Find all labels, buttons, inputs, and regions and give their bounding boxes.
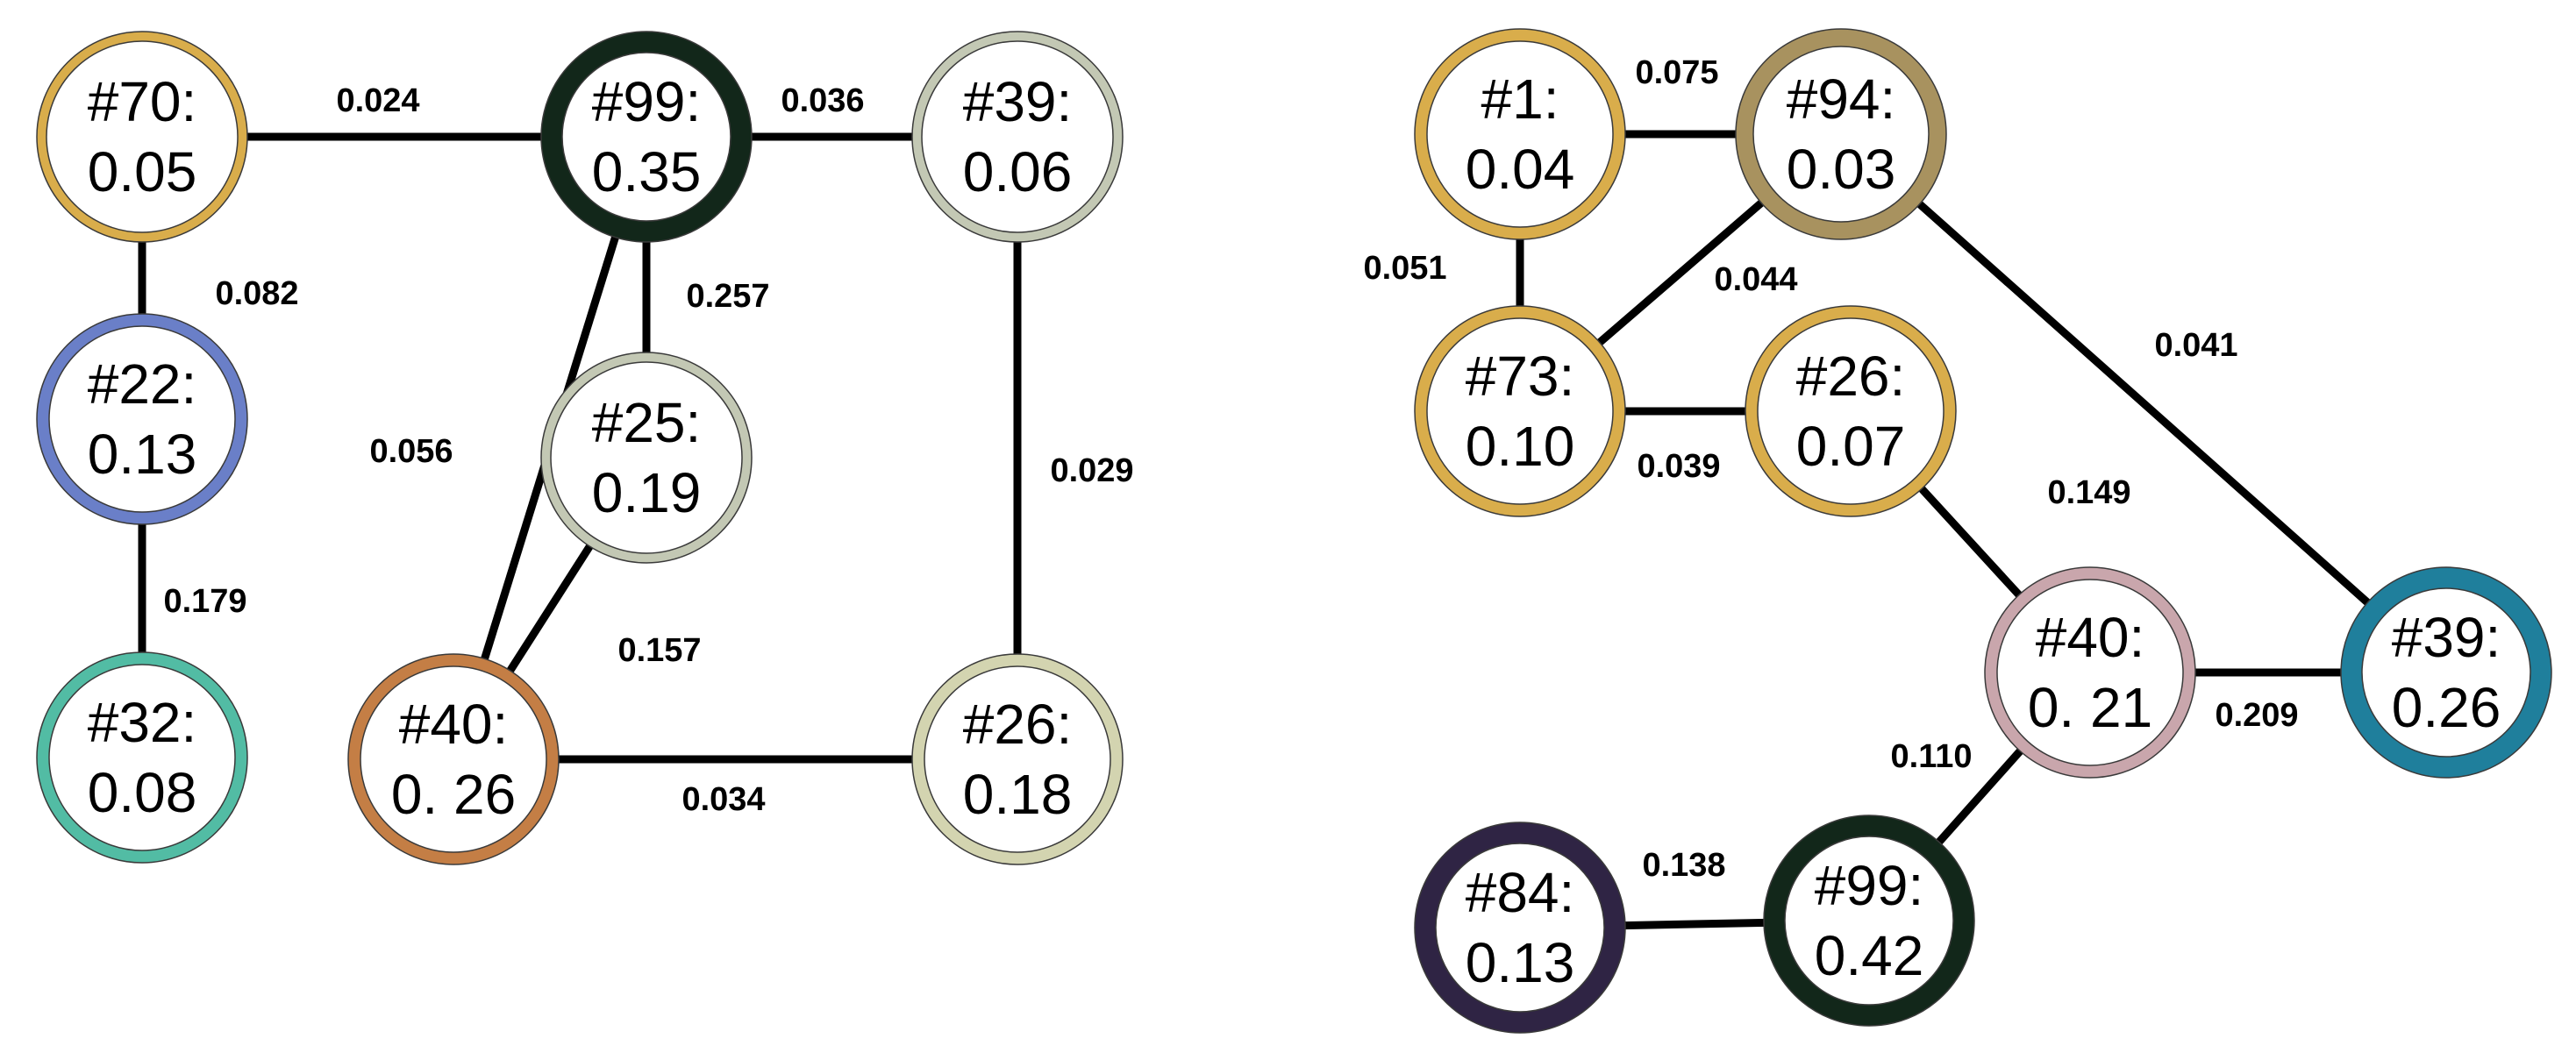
node-inner-fill [1752, 46, 1930, 223]
node-inner-fill [1426, 40, 1614, 228]
node-inner-fill [360, 665, 547, 853]
edge-weight-label: 0.029 [1050, 452, 1133, 489]
edge-weight-label: 0.051 [1363, 250, 1446, 287]
node-value-label: 0.26 [2392, 676, 2501, 739]
node-id-label: #39: [963, 70, 1073, 133]
node-value-label: 0. 26 [391, 763, 516, 826]
node-g2n99: #99: 0.42 [1763, 815, 1975, 1027]
node-g1n22: #22: 0.13 [36, 313, 248, 525]
node-id-label: #26: [963, 693, 1073, 756]
node-inner-fill [1426, 317, 1614, 505]
node-value-label: 0.07 [1796, 415, 1906, 478]
node-inner-fill [924, 665, 1111, 853]
edge-weight-label: 0.056 [369, 433, 453, 470]
edge-weight-label: 0.209 [2215, 697, 2298, 734]
node-g1n32: #32: 0.08 [36, 651, 248, 864]
nodes-layer: #70: 0.05 #99: 0.35 #39: 0.06 #22: 0.13 #25: 0.19… [36, 28, 2552, 1034]
node-g2n94: #94: 0.03 [1735, 28, 1947, 240]
node-id-label: #40: [2036, 606, 2145, 669]
node-g1n26: #26: 0.18 [911, 653, 1124, 865]
edge-weight-label: 0.039 [1637, 448, 1720, 485]
node-g2n26: #26: 0.07 [1745, 305, 1957, 517]
node-value-label: 0.04 [1466, 138, 1575, 201]
node-id-label: #84: [1466, 861, 1575, 924]
node-inner-fill [1996, 579, 2184, 766]
edge-labels-layer: 0.024 0.036 0.082 0.257 0.056 0.029 0.179 0.157… [163, 54, 2298, 884]
edge-weight-label: 0.082 [215, 275, 298, 312]
node-value-label: 0.03 [1787, 138, 1896, 201]
edge-weight-label: 0.044 [1714, 261, 1797, 298]
node-g1n99: #99: 0.35 [540, 31, 753, 243]
node-value-label: 0.18 [963, 763, 1073, 826]
node-value-label: 0.35 [592, 140, 702, 203]
node-id-label: #25: [592, 391, 702, 454]
node-value-label: 0.42 [1815, 924, 1924, 987]
node-id-label: #1: [1481, 68, 1559, 131]
node-id-label: #22: [88, 352, 197, 416]
node-g2n40: #40: 0. 21 [1984, 566, 2196, 779]
node-value-label: 0.05 [88, 140, 197, 203]
node-value-label: 0.13 [1466, 931, 1575, 994]
node-inner-fill [1757, 317, 1944, 505]
node-g2n84: #84: 0.13 [1414, 822, 1626, 1034]
node-id-label: #70: [88, 70, 197, 133]
node-g1n40: #40: 0. 26 [347, 653, 560, 865]
edge-weight-label: 0.257 [686, 278, 769, 315]
edge-weight-label: 0.034 [681, 781, 765, 818]
node-inner-fill [48, 664, 236, 851]
node-g2n39: #39: 0.26 [2340, 566, 2552, 779]
node-id-label: #99: [1815, 854, 1924, 917]
node-inner-fill [561, 52, 731, 222]
node-inner-fill [2361, 587, 2531, 758]
node-value-label: 0.19 [592, 461, 702, 524]
node-g1n39: #39: 0.06 [911, 31, 1124, 243]
node-id-label: #40: [399, 693, 509, 756]
edge-weight-label: 0.179 [163, 583, 246, 620]
node-value-label: 0. 21 [2028, 676, 2152, 739]
edge-weight-label: 0.041 [2154, 327, 2237, 364]
edge-g2n94-g2n39 [1838, 131, 2449, 676]
node-g1n70: #70: 0.05 [36, 31, 248, 243]
node-id-label: #73: [1466, 345, 1575, 408]
edge-weight-label: 0.036 [781, 82, 864, 119]
node-inner-fill [921, 40, 1114, 233]
node-inner-fill [46, 40, 239, 233]
node-value-label: 0.13 [88, 423, 197, 486]
edge-weight-label: 0.075 [1635, 54, 1718, 91]
edge-weight-label: 0.138 [1642, 847, 1725, 884]
node-inner-fill [48, 325, 236, 513]
node-g2n73: #73: 0.10 [1414, 305, 1626, 517]
edge-weight-label: 0.110 [1891, 738, 1973, 775]
node-id-label: #99: [592, 70, 702, 133]
node-id-label: #39: [2392, 606, 2501, 669]
edge-weight-label: 0.149 [2047, 474, 2130, 511]
node-inner-fill [550, 361, 743, 554]
node-value-label: 0.06 [963, 140, 1073, 203]
edge-weight-label: 0.024 [336, 82, 419, 119]
node-id-label: #94: [1787, 68, 1896, 131]
node-g1n25: #25: 0.19 [540, 352, 753, 564]
node-id-label: #26: [1796, 345, 1906, 408]
edge-weight-label: 0.157 [617, 632, 701, 669]
node-g2n1: #1: 0.04 [1414, 28, 1626, 240]
node-value-label: 0.08 [88, 761, 197, 824]
node-inner-fill [1435, 843, 1605, 1013]
node-id-label: #32: [88, 691, 197, 754]
node-value-label: 0.10 [1466, 415, 1575, 478]
node-inner-fill [1784, 836, 1954, 1006]
